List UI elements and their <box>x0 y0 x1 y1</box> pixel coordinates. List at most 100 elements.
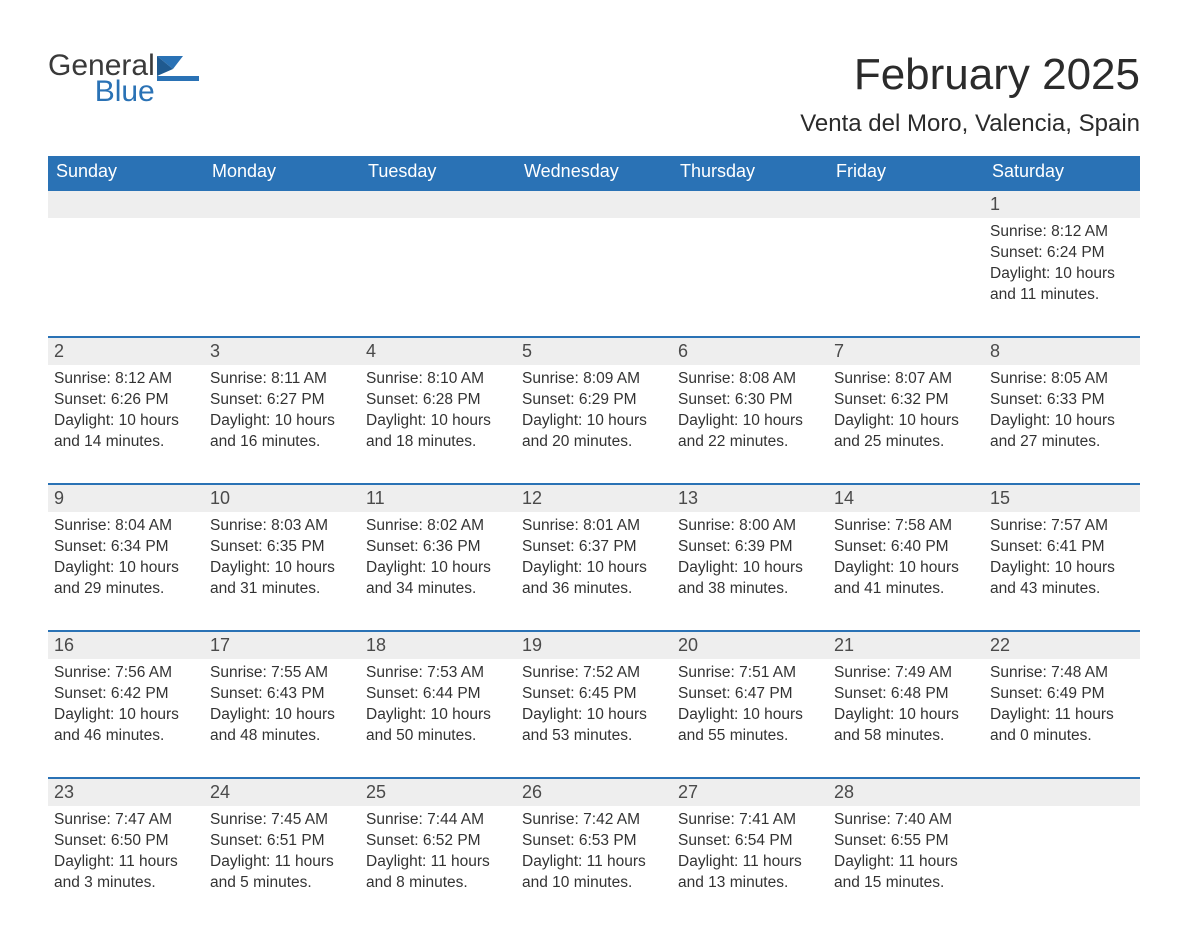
day-number <box>984 779 1140 806</box>
sunrise-line: Sunrise: 7:51 AM <box>678 663 822 684</box>
sunset-line: Sunset: 6:43 PM <box>210 684 354 705</box>
day-number: 18 <box>360 632 516 659</box>
daylight-line: Daylight: 10 hours and 55 minutes. <box>678 705 822 747</box>
sunset-line: Sunset: 6:37 PM <box>522 537 666 558</box>
day-cell: Sunrise: 8:11 AMSunset: 6:27 PMDaylight:… <box>204 365 360 465</box>
day-number: 5 <box>516 338 672 365</box>
week-row: 16171819202122Sunrise: 7:56 AMSunset: 6:… <box>48 630 1140 759</box>
daylight-line: Daylight: 10 hours and 58 minutes. <box>834 705 978 747</box>
day-number: 26 <box>516 779 672 806</box>
sunset-line: Sunset: 6:53 PM <box>522 831 666 852</box>
day-cell: Sunrise: 8:10 AMSunset: 6:28 PMDaylight:… <box>360 365 516 465</box>
daylight-line: Daylight: 10 hours and 34 minutes. <box>366 558 510 600</box>
sunrise-line: Sunrise: 7:58 AM <box>834 516 978 537</box>
daylight-line: Daylight: 10 hours and 31 minutes. <box>210 558 354 600</box>
day-number <box>516 191 672 218</box>
sunrise-line: Sunrise: 7:47 AM <box>54 810 198 831</box>
weekday-cell: Saturday <box>984 156 1140 189</box>
day-cell: Sunrise: 7:45 AMSunset: 6:51 PMDaylight:… <box>204 806 360 906</box>
day-cell <box>828 218 984 318</box>
day-cell <box>672 218 828 318</box>
sunset-line: Sunset: 6:55 PM <box>834 831 978 852</box>
sunrise-line: Sunrise: 8:00 AM <box>678 516 822 537</box>
sunset-line: Sunset: 6:28 PM <box>366 390 510 411</box>
sunrise-line: Sunrise: 8:08 AM <box>678 369 822 390</box>
day-cell: Sunrise: 8:01 AMSunset: 6:37 PMDaylight:… <box>516 512 672 612</box>
day-cell: Sunrise: 8:03 AMSunset: 6:35 PMDaylight:… <box>204 512 360 612</box>
week-row: 2345678Sunrise: 8:12 AMSunset: 6:26 PMDa… <box>48 336 1140 465</box>
sunset-line: Sunset: 6:41 PM <box>990 537 1134 558</box>
daylight-line: Daylight: 10 hours and 25 minutes. <box>834 411 978 453</box>
day-cell: Sunrise: 8:02 AMSunset: 6:36 PMDaylight:… <box>360 512 516 612</box>
day-cell: Sunrise: 8:09 AMSunset: 6:29 PMDaylight:… <box>516 365 672 465</box>
sunset-line: Sunset: 6:36 PM <box>366 537 510 558</box>
sunset-line: Sunset: 6:35 PM <box>210 537 354 558</box>
day-cell <box>360 218 516 318</box>
sunrise-line: Sunrise: 7:41 AM <box>678 810 822 831</box>
day-number-band: 9101112131415 <box>48 485 1140 512</box>
day-number-band: 1 <box>48 191 1140 218</box>
sunrise-line: Sunrise: 8:11 AM <box>210 369 354 390</box>
day-cell: Sunrise: 7:58 AMSunset: 6:40 PMDaylight:… <box>828 512 984 612</box>
sunset-line: Sunset: 6:45 PM <box>522 684 666 705</box>
day-number <box>672 191 828 218</box>
sunrise-line: Sunrise: 7:49 AM <box>834 663 978 684</box>
day-cell: Sunrise: 7:40 AMSunset: 6:55 PMDaylight:… <box>828 806 984 906</box>
sunset-line: Sunset: 6:48 PM <box>834 684 978 705</box>
day-number: 12 <box>516 485 672 512</box>
day-cell <box>204 218 360 318</box>
sunrise-line: Sunrise: 7:52 AM <box>522 663 666 684</box>
day-number: 4 <box>360 338 516 365</box>
day-number: 9 <box>48 485 204 512</box>
sunset-line: Sunset: 6:50 PM <box>54 831 198 852</box>
sunrise-line: Sunrise: 8:02 AM <box>366 516 510 537</box>
day-number <box>48 191 204 218</box>
day-number: 11 <box>360 485 516 512</box>
sunset-line: Sunset: 6:27 PM <box>210 390 354 411</box>
daylight-line: Daylight: 10 hours and 27 minutes. <box>990 411 1134 453</box>
day-cell: Sunrise: 7:48 AMSunset: 6:49 PMDaylight:… <box>984 659 1140 759</box>
day-number-band: 16171819202122 <box>48 632 1140 659</box>
day-number: 3 <box>204 338 360 365</box>
day-number: 21 <box>828 632 984 659</box>
day-number: 17 <box>204 632 360 659</box>
daylight-line: Daylight: 10 hours and 29 minutes. <box>54 558 198 600</box>
day-cell: Sunrise: 7:51 AMSunset: 6:47 PMDaylight:… <box>672 659 828 759</box>
day-cell: Sunrise: 8:12 AMSunset: 6:24 PMDaylight:… <box>984 218 1140 318</box>
day-number: 6 <box>672 338 828 365</box>
weekday-header-row: SundayMondayTuesdayWednesdayThursdayFrid… <box>48 156 1140 189</box>
weeks-container: 1Sunrise: 8:12 AMSunset: 6:24 PMDaylight… <box>48 189 1140 906</box>
daylight-line: Daylight: 10 hours and 11 minutes. <box>990 264 1134 306</box>
weekday-cell: Friday <box>828 156 984 189</box>
weekday-cell: Sunday <box>48 156 204 189</box>
day-cell: Sunrise: 8:08 AMSunset: 6:30 PMDaylight:… <box>672 365 828 465</box>
day-cell: Sunrise: 7:55 AMSunset: 6:43 PMDaylight:… <box>204 659 360 759</box>
day-number: 25 <box>360 779 516 806</box>
logo-text: General Blue <box>48 50 155 107</box>
day-cell: Sunrise: 8:12 AMSunset: 6:26 PMDaylight:… <box>48 365 204 465</box>
weekday-cell: Tuesday <box>360 156 516 189</box>
day-number: 20 <box>672 632 828 659</box>
day-cell: Sunrise: 7:56 AMSunset: 6:42 PMDaylight:… <box>48 659 204 759</box>
day-cell: Sunrise: 8:05 AMSunset: 6:33 PMDaylight:… <box>984 365 1140 465</box>
daylight-line: Daylight: 10 hours and 43 minutes. <box>990 558 1134 600</box>
daylight-line: Daylight: 10 hours and 20 minutes. <box>522 411 666 453</box>
sunrise-line: Sunrise: 7:45 AM <box>210 810 354 831</box>
day-cell: Sunrise: 7:52 AMSunset: 6:45 PMDaylight:… <box>516 659 672 759</box>
daylight-line: Daylight: 10 hours and 18 minutes. <box>366 411 510 453</box>
day-number-band: 232425262728 <box>48 779 1140 806</box>
day-cell: Sunrise: 7:42 AMSunset: 6:53 PMDaylight:… <box>516 806 672 906</box>
sunrise-line: Sunrise: 7:57 AM <box>990 516 1134 537</box>
day-cell: Sunrise: 8:00 AMSunset: 6:39 PMDaylight:… <box>672 512 828 612</box>
day-number: 22 <box>984 632 1140 659</box>
day-number <box>360 191 516 218</box>
daylight-line: Daylight: 10 hours and 53 minutes. <box>522 705 666 747</box>
day-number: 27 <box>672 779 828 806</box>
sunset-line: Sunset: 6:52 PM <box>366 831 510 852</box>
day-number: 13 <box>672 485 828 512</box>
day-number: 10 <box>204 485 360 512</box>
sunset-line: Sunset: 6:44 PM <box>366 684 510 705</box>
day-number: 28 <box>828 779 984 806</box>
day-cell: Sunrise: 7:44 AMSunset: 6:52 PMDaylight:… <box>360 806 516 906</box>
daylight-line: Daylight: 11 hours and 3 minutes. <box>54 852 198 894</box>
